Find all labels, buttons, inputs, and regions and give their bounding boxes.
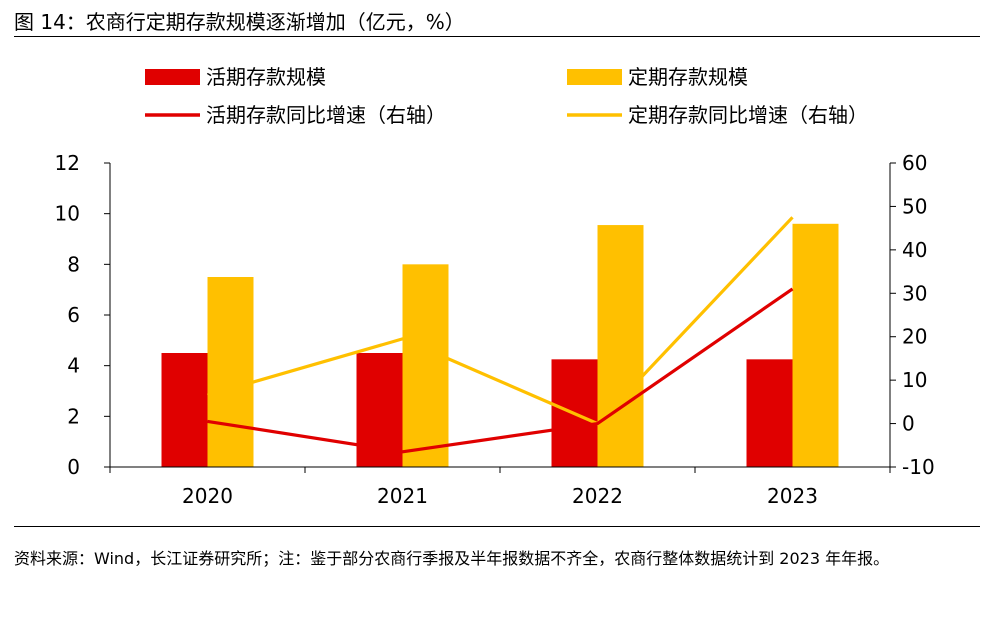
- bars: [161, 223, 839, 467]
- right-tick-label: 60: [902, 151, 927, 175]
- figure-title: 图 14：农商行定期存款规模逐渐增加（亿元，%）: [14, 10, 465, 34]
- source-divider: [14, 526, 980, 527]
- right-tick-label: 10: [902, 368, 927, 392]
- bar-time-2021: [402, 264, 449, 467]
- lines: [207, 216, 794, 454]
- right-tick-label: 20: [902, 325, 927, 349]
- left-tick-label: 4: [67, 354, 80, 378]
- line-time-growth: [207, 216, 794, 426]
- legend-label-time-scale: 定期存款规模: [628, 65, 748, 89]
- right-tick-label: 30: [902, 281, 927, 305]
- bar-time-2020: [207, 277, 254, 467]
- bar-demand-2023: [746, 359, 793, 467]
- x-tick-label-2022: 2022: [572, 484, 623, 508]
- legend-label-demand-growth: 活期存款同比增速（右轴）: [206, 103, 446, 127]
- right-tick-label: 40: [902, 238, 927, 262]
- left-tick-label: 8: [67, 252, 80, 276]
- line-demand-growth: [207, 287, 794, 454]
- right-tick-label: 50: [902, 194, 927, 218]
- axes: 0 2 4 6 8 10 12 -10 0 10 20 30 40 50 60 2020 2021 2022 202…: [55, 151, 935, 508]
- bar-time-2023: [792, 223, 839, 467]
- right-tick-label: 0: [902, 412, 915, 436]
- left-tick-label: 12: [55, 151, 80, 175]
- legend-label-demand-scale: 活期存款规模: [206, 65, 326, 89]
- x-tick-label-2021: 2021: [377, 484, 428, 508]
- x-tick-label-2020: 2020: [182, 484, 233, 508]
- left-tick-label: 2: [67, 404, 80, 428]
- title-divider: [14, 36, 980, 37]
- legend-swatch-time-scale: [567, 69, 622, 85]
- legend-swatch-demand-scale: [145, 69, 200, 85]
- source-note: 资料来源：Wind，长江证券研究所；注：鉴于部分农商行季报及半年报数据不齐全，农…: [14, 549, 890, 568]
- left-tick-label: 0: [67, 455, 80, 479]
- left-tick-label: 10: [55, 202, 80, 226]
- right-tick-label: -10: [902, 455, 935, 479]
- legend-label-time-growth: 定期存款同比增速（右轴）: [628, 103, 868, 127]
- bar-demand-2020: [161, 353, 208, 467]
- left-tick-label: 6: [67, 303, 80, 327]
- bar-time-2022: [597, 225, 644, 467]
- x-tick-label-2023: 2023: [767, 484, 818, 508]
